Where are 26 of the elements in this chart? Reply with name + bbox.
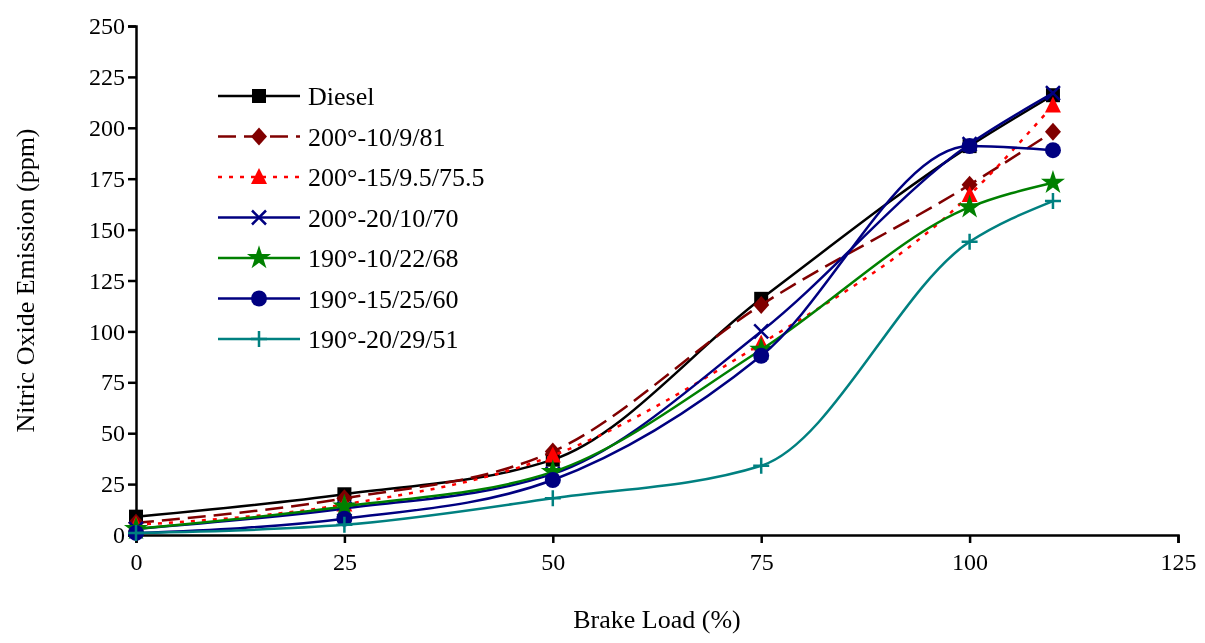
x-tick-label: 75 xyxy=(749,549,774,575)
x-axis-title: Brake Load (%) xyxy=(573,605,741,634)
x-tick-label: 125 xyxy=(1160,549,1197,575)
legend-label: 190°-15/25/60 xyxy=(308,284,459,314)
y-tick-label: 225 xyxy=(89,64,125,91)
x-tick-label: 25 xyxy=(332,549,357,575)
y-tick-label: 175 xyxy=(89,165,125,192)
y-tick-label: 125 xyxy=(89,267,125,294)
y-tick-label: 75 xyxy=(101,369,125,396)
legend-label: 200°-15/9.5/75.5 xyxy=(308,163,485,192)
x-tick-label: 0 xyxy=(130,549,143,575)
legend-label: 200°-10/9/81 xyxy=(308,122,446,152)
legend-label: 190°-20/29/51 xyxy=(308,325,459,354)
y-tick-label: 250 xyxy=(89,13,125,40)
x-tick-label: 100 xyxy=(952,549,989,575)
y-tick-label: 25 xyxy=(101,471,125,498)
y-tick-label: 200 xyxy=(89,114,125,141)
legend-label: 200°-20/10/70 xyxy=(308,203,459,233)
y-tick-label: 100 xyxy=(89,318,125,345)
y-tick-label: 50 xyxy=(101,420,125,447)
y-axis-title: Nitric Oxide Emission (ppm) xyxy=(11,128,40,433)
legend-label: Diesel xyxy=(308,82,375,111)
x-tick-label: 50 xyxy=(541,549,566,575)
legend-label: 190°-10/22/68 xyxy=(308,244,459,273)
y-tick-label: 0 xyxy=(113,522,125,549)
y-tick-label: 150 xyxy=(89,216,125,243)
